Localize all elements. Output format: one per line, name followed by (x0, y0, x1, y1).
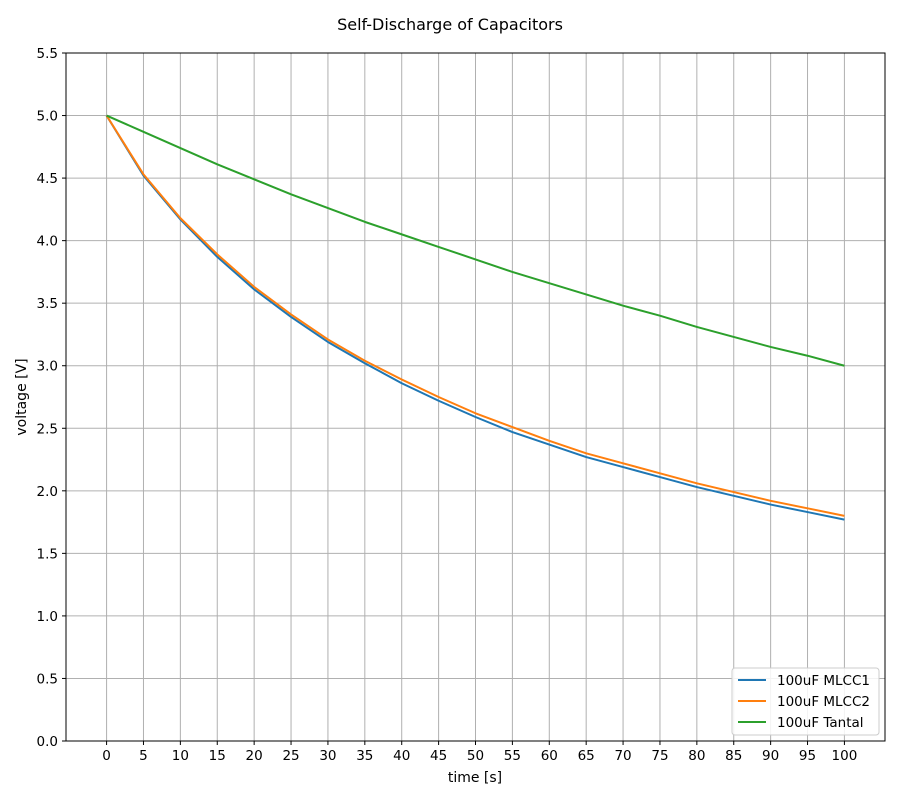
y-axis-ticks: 0.0 0.5 1.0 1.5 2.0 2.5 3.0 3.5 4.0 4.5 5.0 5.5 (37, 46, 66, 750)
x-tick-label: 25 (282, 748, 299, 764)
x-axis-ticks: 0 5 10 15 20 25 30 35 40 45 50 55 60 65 70 75 80 85 90 95 10… (102, 741, 857, 764)
x-tick-label: 70 (614, 748, 631, 764)
x-tick-label: 75 (651, 748, 668, 764)
y-tick-label: 3.0 (37, 359, 58, 375)
y-axis-label: voltage [V] (14, 358, 30, 435)
grid (66, 52, 885, 742)
series-line-3 (106, 114, 845, 367)
x-tick-label: 60 (541, 748, 558, 764)
x-tick-label: 35 (356, 748, 373, 764)
y-tick-label: 1.5 (37, 546, 58, 562)
x-tick-label: 85 (725, 748, 742, 764)
y-tick-label: 0.0 (37, 734, 58, 750)
y-tick-label: 2.0 (37, 484, 58, 500)
x-tick-label: 55 (504, 748, 521, 764)
x-tick-label: 30 (319, 748, 336, 764)
x-tick-label: 0 (102, 748, 111, 764)
y-tick-label: 5.0 (37, 109, 58, 125)
x-tick-label: 45 (430, 748, 447, 764)
x-tick-label: 10 (172, 748, 189, 764)
y-tick-label: 5.5 (37, 46, 58, 62)
series-group (105, 114, 845, 521)
x-tick-label: 95 (799, 748, 816, 764)
series-line-2 (105, 115, 845, 517)
legend-box (731, 667, 880, 736)
y-tick-label: 4.5 (37, 171, 58, 187)
y-tick-label: 3.5 (37, 296, 58, 312)
x-tick-label: 15 (209, 748, 226, 764)
series-line-1 (105, 115, 845, 521)
legend-entry: 100uF Tantal (777, 715, 864, 731)
x-tick-label: 100 (832, 748, 858, 764)
y-tick-label: 4.0 (37, 234, 58, 250)
x-tick-label: 20 (246, 748, 263, 764)
x-tick-label: 90 (762, 748, 779, 764)
x-tick-label: 5 (139, 748, 148, 764)
y-tick-label: 2.5 (37, 421, 58, 437)
y-tick-label: 0.5 (37, 671, 58, 687)
x-tick-label: 65 (578, 748, 595, 764)
chart-title: Self-Discharge of Capacitors (337, 15, 563, 34)
legend-entry: 100uF MLCC1 (777, 673, 870, 689)
legend: 100uF MLCC1 100uF MLCC2 100uF Tantal (731, 667, 880, 736)
x-axis-label: time [s] (448, 770, 502, 786)
y-tick-label: 1.0 (37, 609, 58, 625)
legend-entry: 100uF MLCC2 (777, 694, 870, 710)
x-tick-label: 80 (688, 748, 705, 764)
x-tick-label: 40 (393, 748, 410, 764)
x-tick-label: 50 (467, 748, 484, 764)
